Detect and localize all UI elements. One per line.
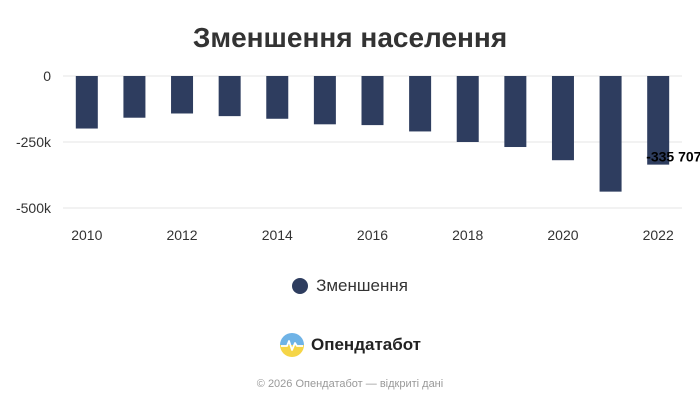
bars-layer	[75, 76, 670, 192]
bar-2014[interactable]	[266, 76, 289, 119]
legend[interactable]: Зменшення	[0, 276, 700, 296]
legend-marker	[292, 278, 309, 294]
bar-2015[interactable]	[313, 76, 336, 125]
bar-2018[interactable]	[456, 76, 479, 142]
x-tick-label: 2016	[357, 227, 388, 243]
chart-title: Зменшення населення	[192, 22, 508, 53]
legend-label: Зменшення	[316, 276, 408, 295]
x-tick-label: 2022	[643, 227, 674, 243]
bar-2017[interactable]	[409, 76, 432, 132]
data-label: -335 707	[646, 149, 700, 165]
bar-2010[interactable]	[75, 76, 98, 129]
opendatabot-logo-icon	[279, 333, 304, 357]
x-tick-label: 2014	[262, 227, 293, 243]
x-tick-label: 2010	[71, 227, 102, 243]
labels-layer: 0 -250k -500k 2010 2012 2014 2016 2018 2020 2022 -…	[16, 68, 700, 243]
x-tick-label: 2020	[547, 227, 578, 243]
x-tick-label: 2012	[166, 227, 197, 243]
bar-2012[interactable]	[171, 76, 194, 114]
brand-name: Опендатабот	[310, 335, 422, 354]
bar-2021[interactable]	[599, 76, 622, 192]
y-tick-label: -500k	[16, 200, 52, 216]
bar-2019[interactable]	[504, 76, 527, 148]
y-tick-label: -250k	[16, 134, 52, 150]
bar-2016[interactable]	[361, 76, 384, 126]
bar-2020[interactable]	[551, 76, 574, 161]
x-tick-label: 2018	[452, 227, 483, 243]
bar-2011[interactable]	[123, 76, 146, 118]
bar-2013[interactable]	[218, 76, 241, 117]
bar-2022[interactable]	[647, 76, 670, 165]
y-tick-label: 0	[43, 68, 51, 84]
brand: Опендатабот	[0, 332, 700, 358]
footer-credit: © 2026 Опендатабот — відкриті дані	[256, 378, 444, 390]
chart-plot: 0 -250k -500k 2010 2012 2014 2016 2018 2020 2022 -…	[16, 68, 700, 243]
